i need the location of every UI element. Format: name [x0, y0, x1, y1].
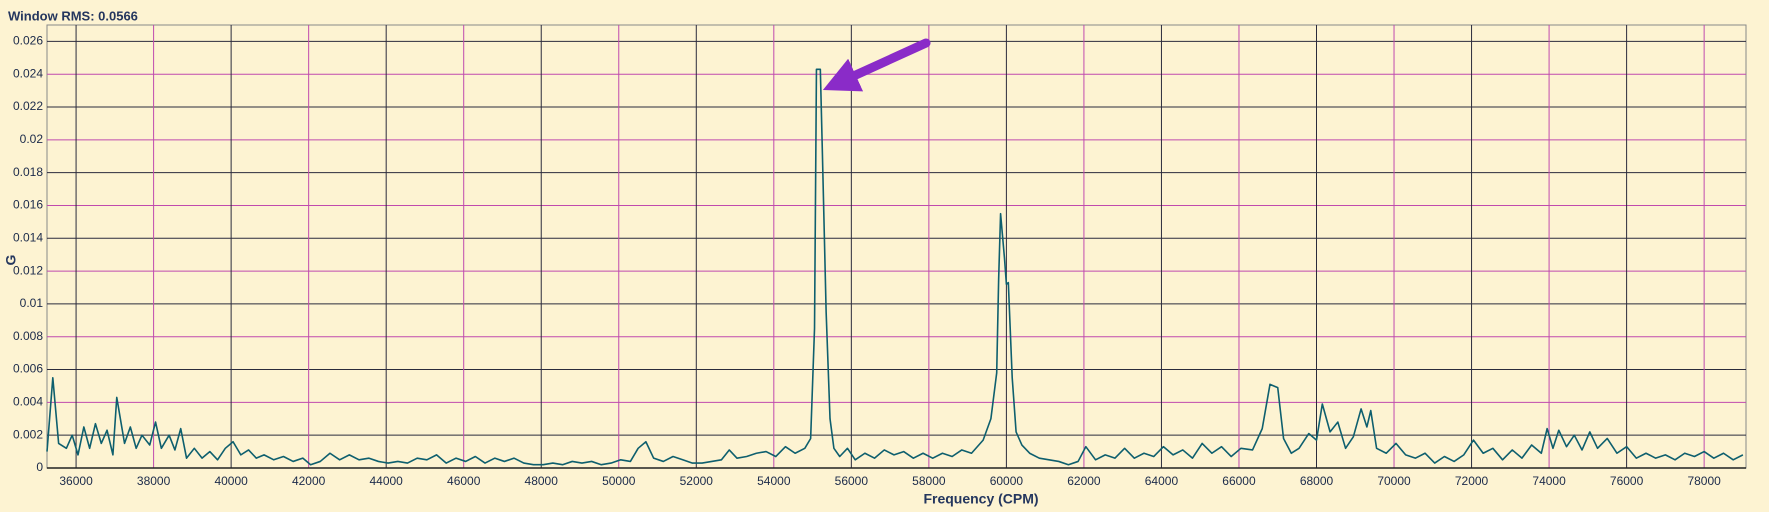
x-tick-label: 44000	[369, 474, 403, 488]
y-tick-label: 0.024	[13, 66, 43, 80]
x-tick-label: 70000	[1377, 474, 1411, 488]
x-tick-label: 46000	[447, 474, 481, 488]
y-tick-label: 0	[36, 460, 43, 474]
y-tick-label: 0.022	[13, 99, 43, 113]
x-tick-label: 72000	[1455, 474, 1489, 488]
y-tick-label: 0.016	[13, 198, 43, 212]
y-tick-label: 0.012	[13, 263, 43, 277]
y-tick-label: 0.002	[13, 427, 43, 441]
x-tick-label: 78000	[1687, 474, 1721, 488]
x-tick-label: 68000	[1300, 474, 1334, 488]
x-tick-label: 66000	[1222, 474, 1256, 488]
x-tick-label: 40000	[214, 474, 248, 488]
x-tick-label: 54000	[757, 474, 791, 488]
x-tick-label: 52000	[680, 474, 714, 488]
plot-area	[46, 24, 1747, 469]
x-tick-label: 48000	[525, 474, 559, 488]
y-tick-label: 0.018	[13, 165, 43, 179]
x-tick-label: 56000	[835, 474, 869, 488]
y-tick-label: 0.004	[13, 395, 43, 409]
spectrum-line	[46, 68, 1744, 466]
x-tick-label: 76000	[1610, 474, 1644, 488]
x-tick-label: 62000	[1067, 474, 1101, 488]
annotation-arrow	[822, 38, 931, 92]
y-tick-label: 0.026	[13, 34, 43, 48]
x-tick-label: 42000	[292, 474, 326, 488]
y-tick-label: 0.01	[20, 296, 44, 310]
x-tick-label: 36000	[59, 474, 93, 488]
x-axis-label: Frequency (CPM)	[923, 491, 1038, 507]
chart-title: Window RMS: 0.0566	[8, 8, 138, 23]
x-tick-label: 74000	[1532, 474, 1566, 488]
y-tick-label: 0.02	[20, 132, 44, 146]
grid	[46, 24, 1747, 469]
x-tick-label: 60000	[990, 474, 1024, 488]
plot	[46, 68, 1744, 466]
x-tick-label: 38000	[137, 474, 171, 488]
y-tick-label: 0.006	[13, 362, 43, 376]
y-tick-label: 0.014	[13, 230, 43, 244]
x-tick-label: 58000	[912, 474, 946, 488]
y-tick-label: 0.008	[13, 329, 43, 343]
x-tick-label: 64000	[1145, 474, 1179, 488]
y-axis-label: G	[3, 254, 19, 265]
x-tick-label: 50000	[602, 474, 636, 488]
